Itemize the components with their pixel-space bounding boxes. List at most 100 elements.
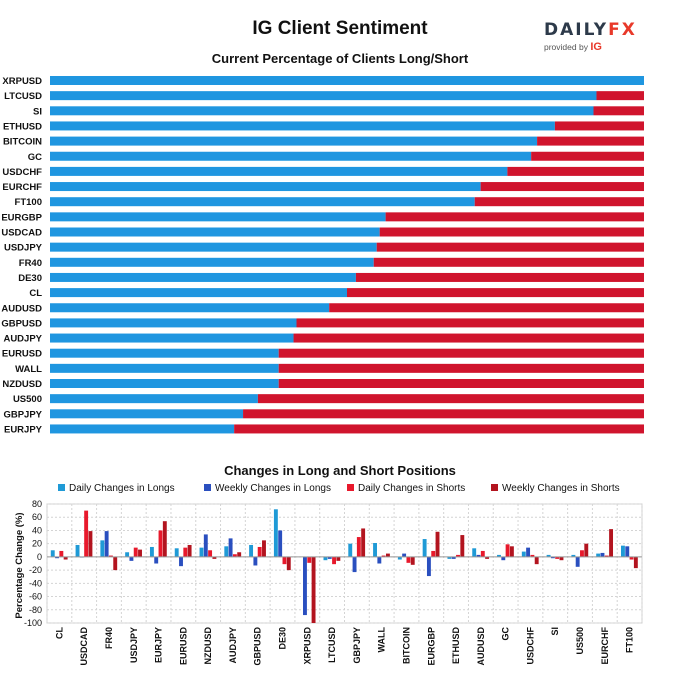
change-bar-de30-weekly-changes-in-shorts[interactable] <box>286 556 291 571</box>
change-bar-gbpusd-weekly-changes-in-shorts[interactable] <box>262 540 266 557</box>
change-bar-usdchf-weekly-changes-in-shorts[interactable] <box>534 556 539 565</box>
short-bar-cl[interactable] <box>347 288 644 298</box>
long-bar-eurjpy[interactable] <box>50 424 235 434</box>
change-bar-gbpusd-daily-changes-in-longs[interactable] <box>249 544 254 557</box>
change-bar-ft100-weekly-changes-in-shorts[interactable] <box>633 556 638 569</box>
change-bar-usdchf-daily-changes-in-longs[interactable] <box>521 551 526 557</box>
change-bar-eurusd-weekly-changes-in-shorts[interactable] <box>187 544 192 557</box>
change-bar-eurusd-weekly-changes-in-longs[interactable] <box>179 556 183 567</box>
change-bar-eurchf-daily-changes-in-shorts[interactable] <box>604 555 609 557</box>
change-bar-xrpusd-daily-changes-in-shorts[interactable] <box>307 556 312 563</box>
change-bar-ethusd-weekly-changes-in-longs[interactable] <box>451 556 456 559</box>
short-bar-audusd[interactable] <box>329 303 644 313</box>
long-bar-cl[interactable] <box>50 288 347 298</box>
change-bar-gc-weekly-changes-in-shorts[interactable] <box>509 546 514 557</box>
change-bar-si-daily-changes-in-shorts[interactable] <box>555 556 560 559</box>
change-bar-us500-daily-changes-in-shorts[interactable] <box>580 550 584 557</box>
change-bar-usdcad-daily-changes-in-longs[interactable] <box>75 544 80 557</box>
change-bar-eurgbp-weekly-changes-in-longs[interactable] <box>426 556 431 577</box>
short-bar-ft100[interactable] <box>474 197 644 207</box>
change-bar-de30-weekly-changes-in-longs[interactable] <box>278 530 283 557</box>
change-bar-eurgbp-daily-changes-in-longs[interactable] <box>422 539 427 557</box>
change-bar-eurjpy-daily-changes-in-shorts[interactable] <box>158 530 163 557</box>
change-bar-ltcusd-daily-changes-in-shorts[interactable] <box>332 556 337 565</box>
change-bar-usdjpy-weekly-changes-in-longs[interactable] <box>129 556 134 561</box>
change-bar-usdjpy-daily-changes-in-shorts[interactable] <box>133 547 138 557</box>
change-bar-nzdusd-weekly-changes-in-shorts[interactable] <box>212 556 217 559</box>
long-bar-wall[interactable] <box>50 363 279 373</box>
change-bar-cl-daily-changes-in-longs[interactable] <box>50 550 55 557</box>
change-bar-fr40-weekly-changes-in-longs[interactable] <box>104 531 109 557</box>
change-bar-gbpjpy-weekly-changes-in-shorts[interactable] <box>361 528 366 557</box>
change-bar-usdchf-daily-changes-in-shorts[interactable] <box>530 554 535 557</box>
short-bar-bitcoin[interactable] <box>537 136 644 146</box>
change-bar-audusd-weekly-changes-in-shorts[interactable] <box>485 556 490 559</box>
long-bar-ft100[interactable] <box>50 197 475 207</box>
short-bar-eurchf[interactable] <box>480 182 644 192</box>
change-bar-gbpusd-daily-changes-in-shorts[interactable] <box>257 546 262 557</box>
short-bar-ltcusd[interactable] <box>596 91 644 101</box>
short-bar-usdcad[interactable] <box>379 227 644 237</box>
change-bar-eurusd-daily-changes-in-longs[interactable] <box>174 548 179 557</box>
long-bar-si[interactable] <box>50 106 594 116</box>
change-bar-gbpusd-weekly-changes-in-longs[interactable] <box>253 556 258 566</box>
change-bar-audusd-daily-changes-in-longs[interactable] <box>472 548 477 557</box>
change-bar-gc-daily-changes-in-longs[interactable] <box>497 554 501 557</box>
change-bar-ltcusd-daily-changes-in-longs[interactable] <box>323 556 328 561</box>
change-bar-nzdusd-daily-changes-in-longs[interactable] <box>199 547 204 557</box>
long-bar-eurusd[interactable] <box>50 348 279 358</box>
change-bar-fr40-daily-changes-in-longs[interactable] <box>100 540 105 557</box>
change-bar-cl-weekly-changes-in-longs[interactable] <box>55 556 59 559</box>
change-bar-ft100-weekly-changes-in-longs[interactable] <box>625 546 630 557</box>
change-bar-si-daily-changes-in-longs[interactable] <box>546 554 551 557</box>
change-bar-nzdusd-daily-changes-in-shorts[interactable] <box>208 550 213 557</box>
change-bar-us500-weekly-changes-in-shorts[interactable] <box>584 543 589 557</box>
short-bar-si[interactable] <box>593 106 644 116</box>
long-bar-audjpy[interactable] <box>50 333 294 343</box>
change-bar-eurjpy-weekly-changes-in-shorts[interactable] <box>162 521 167 557</box>
change-bar-wall-daily-changes-in-shorts[interactable] <box>381 555 386 557</box>
short-bar-eurusd[interactable] <box>278 348 644 358</box>
short-bar-nzdusd[interactable] <box>278 379 644 388</box>
change-bar-eurjpy-weekly-changes-in-longs[interactable] <box>154 556 159 564</box>
change-bar-eurgbp-daily-changes-in-shorts[interactable] <box>431 550 436 557</box>
short-bar-gbpjpy[interactable] <box>243 409 645 419</box>
change-bar-eurchf-weekly-changes-in-longs[interactable] <box>600 552 605 557</box>
change-bar-eurchf-daily-changes-in-longs[interactable] <box>596 553 601 557</box>
change-bar-ltcusd-weekly-changes-in-longs[interactable] <box>327 556 332 559</box>
long-bar-fr40[interactable] <box>50 257 374 267</box>
short-bar-eurjpy[interactable] <box>234 424 644 434</box>
change-bar-gbpjpy-daily-changes-in-longs[interactable] <box>348 543 353 557</box>
change-bar-wall-daily-changes-in-longs[interactable] <box>373 543 377 557</box>
change-bar-audjpy-daily-changes-in-shorts[interactable] <box>232 554 237 557</box>
change-bar-eurgbp-weekly-changes-in-shorts[interactable] <box>435 531 440 557</box>
long-bar-eurgbp[interactable] <box>50 212 386 222</box>
change-bar-eurusd-daily-changes-in-shorts[interactable] <box>183 547 188 557</box>
change-bar-fr40-daily-changes-in-shorts[interactable] <box>108 555 113 557</box>
change-bar-nzdusd-weekly-changes-in-longs[interactable] <box>203 534 208 557</box>
change-bar-eurchf-weekly-changes-in-shorts[interactable] <box>609 529 614 557</box>
change-bar-xrpusd-weekly-changes-in-longs[interactable] <box>303 556 307 616</box>
change-bar-bitcoin-daily-changes-in-shorts[interactable] <box>406 556 411 563</box>
change-bar-gc-daily-changes-in-shorts[interactable] <box>505 544 510 557</box>
short-bar-gc[interactable] <box>531 151 644 161</box>
long-bar-bitcoin[interactable] <box>50 136 538 146</box>
change-bar-ft100-daily-changes-in-longs[interactable] <box>621 545 625 557</box>
long-bar-audusd[interactable] <box>50 303 330 313</box>
long-bar-de30[interactable] <box>50 272 356 282</box>
change-bar-de30-daily-changes-in-longs[interactable] <box>273 509 278 557</box>
short-bar-fr40[interactable] <box>373 257 644 267</box>
long-bar-usdchf[interactable] <box>50 166 508 176</box>
short-bar-audjpy[interactable] <box>293 333 644 343</box>
long-bar-nzdusd[interactable] <box>50 379 279 388</box>
short-bar-ethusd[interactable] <box>554 121 644 131</box>
long-bar-usdjpy[interactable] <box>50 242 377 252</box>
change-bar-audjpy-weekly-changes-in-longs[interactable] <box>228 538 233 557</box>
short-bar-usdjpy[interactable] <box>376 242 644 252</box>
short-bar-usdchf[interactable] <box>507 166 644 176</box>
change-bar-audjpy-daily-changes-in-longs[interactable] <box>224 546 229 557</box>
change-bar-gc-weekly-changes-in-longs[interactable] <box>501 556 506 561</box>
long-bar-ltcusd[interactable] <box>50 91 597 101</box>
change-bar-usdchf-weekly-changes-in-longs[interactable] <box>526 547 531 557</box>
change-bar-usdjpy-weekly-changes-in-shorts[interactable] <box>138 549 142 557</box>
